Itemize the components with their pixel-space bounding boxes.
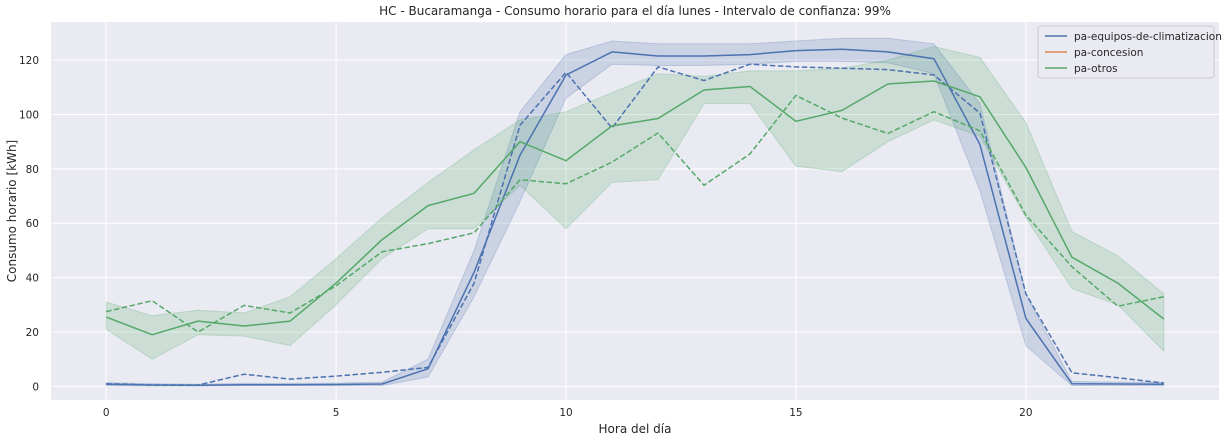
x-tick-label: 20 <box>1019 407 1032 419</box>
y-tick-label: 0 <box>32 381 39 393</box>
grid <box>51 22 1219 400</box>
series-line <box>105 80 1165 336</box>
legend-label: pa-equipos-de-climatizacion <box>1074 31 1222 43</box>
chart-title: HC - Bucaramanga - Consumo horario para … <box>379 4 891 18</box>
series-line-dashed <box>106 63 1164 386</box>
y-tick-label: 100 <box>19 109 39 121</box>
y-tick-label: 60 <box>26 218 39 230</box>
y-tick-label: 40 <box>26 273 39 285</box>
confidence-bands <box>105 37 1165 387</box>
x-tick-label: 10 <box>559 407 572 419</box>
x-tick-label: 15 <box>789 407 802 419</box>
tick-labels: 0 5 10 15 20 0 20 40 60 80 100 120 <box>19 55 1033 419</box>
x-tick-label: 5 <box>333 407 340 419</box>
confidence-band <box>105 37 1165 387</box>
x-axis-label: Hora del día <box>599 422 672 436</box>
y-axis-label: Consumo horario [kWh] <box>5 140 19 282</box>
series-line <box>106 48 1164 387</box>
y-tick-label: 120 <box>19 55 39 67</box>
confidence-band <box>105 45 1165 360</box>
series-lines <box>105 48 1165 387</box>
legend: pa-equipos-de-climatizacion pa-concesion p… <box>1037 25 1222 79</box>
x-tick-label: 0 <box>103 407 110 419</box>
y-tick-label: 20 <box>26 327 39 339</box>
legend-label: pa-concesion <box>1074 47 1143 59</box>
legend-box <box>1037 25 1215 79</box>
legend-label: pa-otros <box>1074 63 1118 75</box>
series-line-dashed <box>106 94 1164 333</box>
y-tick-label: 80 <box>26 164 39 176</box>
